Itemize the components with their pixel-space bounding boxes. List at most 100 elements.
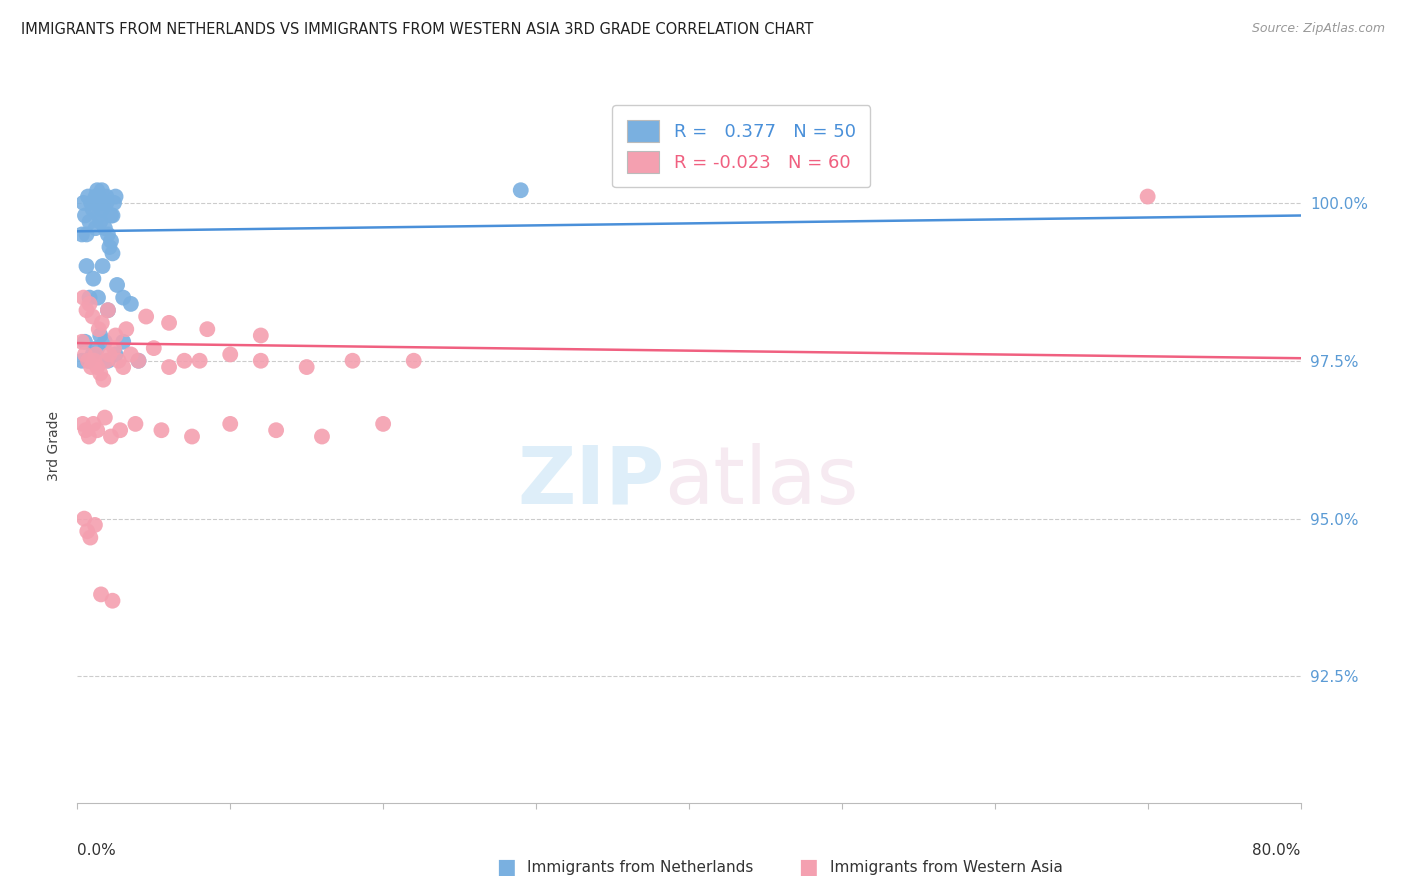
- Legend: R =   0.377   N = 50, R = -0.023   N = 60: R = 0.377 N = 50, R = -0.023 N = 60: [613, 105, 870, 187]
- Text: ■: ■: [496, 857, 516, 877]
- Point: [87, 189, 110, 203]
- Point: [82, 347, 104, 361]
- Point: [79, 291, 101, 305]
- Point: [96, 353, 118, 368]
- Point: [70, 334, 93, 349]
- Point: [219, 347, 242, 361]
- Text: Immigrants from Netherlands: Immigrants from Netherlands: [527, 860, 754, 874]
- Text: ■: ■: [799, 857, 818, 877]
- Point: [195, 322, 218, 336]
- Text: IMMIGRANTS FROM NETHERLANDS VS IMMIGRANTS FROM WESTERN ASIA 3RD GRADE CORRELATIO: IMMIGRANTS FROM NETHERLANDS VS IMMIGRANT…: [21, 22, 814, 37]
- Point: [128, 353, 150, 368]
- Point: [90, 587, 112, 601]
- Point: [83, 195, 105, 210]
- Point: [104, 189, 127, 203]
- Point: [77, 353, 100, 368]
- Point: [105, 277, 128, 292]
- Point: [103, 341, 125, 355]
- Point: [108, 423, 131, 437]
- Point: [86, 341, 108, 355]
- Point: [107, 353, 129, 368]
- Point: [94, 334, 117, 349]
- Point: [97, 227, 120, 242]
- Point: [82, 202, 104, 217]
- Point: [311, 429, 333, 443]
- Point: [86, 183, 108, 197]
- Point: [219, 417, 242, 431]
- Point: [73, 511, 96, 525]
- Point: [72, 291, 94, 305]
- Point: [128, 353, 150, 368]
- Point: [115, 322, 138, 336]
- Point: [82, 271, 104, 285]
- Point: [82, 417, 104, 431]
- Point: [402, 353, 425, 368]
- Point: [90, 316, 112, 330]
- Point: [112, 291, 135, 305]
- Text: atlas: atlas: [665, 442, 859, 521]
- Point: [89, 215, 111, 229]
- Point: [84, 347, 107, 361]
- Point: [100, 209, 122, 223]
- Point: [76, 259, 98, 273]
- Point: [103, 195, 125, 210]
- Point: [509, 183, 531, 197]
- Text: Source: ZipAtlas.com: Source: ZipAtlas.com: [1251, 22, 1385, 36]
- Point: [96, 195, 118, 210]
- Point: [100, 234, 122, 248]
- Point: [120, 347, 142, 361]
- Point: [75, 423, 97, 437]
- Point: [79, 297, 101, 311]
- Point: [342, 353, 364, 368]
- Point: [70, 353, 93, 368]
- Point: [70, 227, 93, 242]
- Point: [86, 360, 108, 375]
- Point: [150, 423, 173, 437]
- Text: Immigrants from Western Asia: Immigrants from Western Asia: [830, 860, 1063, 874]
- Point: [157, 316, 180, 330]
- Point: [72, 417, 94, 431]
- Point: [89, 328, 111, 343]
- Point: [84, 221, 107, 235]
- Point: [76, 303, 98, 318]
- Point: [77, 429, 100, 443]
- Point: [94, 221, 117, 235]
- Point: [91, 373, 114, 387]
- Point: [124, 417, 146, 431]
- Point: [87, 291, 110, 305]
- Point: [104, 328, 127, 343]
- Point: [90, 183, 112, 197]
- Point: [82, 310, 104, 324]
- Point: [79, 215, 101, 229]
- Point: [101, 593, 124, 607]
- Y-axis label: 3rd Grade: 3rd Grade: [48, 411, 62, 481]
- Point: [188, 353, 211, 368]
- Point: [77, 189, 100, 203]
- Point: [76, 227, 98, 242]
- Point: [79, 531, 101, 545]
- Point: [90, 202, 112, 217]
- Point: [173, 353, 195, 368]
- Point: [73, 209, 96, 223]
- Point: [76, 524, 98, 539]
- Point: [135, 310, 157, 324]
- Point: [104, 347, 127, 361]
- Point: [371, 417, 394, 431]
- Point: [101, 209, 124, 223]
- Point: [295, 360, 318, 375]
- Point: [100, 429, 122, 443]
- Point: [97, 303, 120, 318]
- Point: [89, 367, 111, 381]
- Text: ZIP: ZIP: [517, 442, 665, 521]
- Point: [250, 328, 273, 343]
- Point: [250, 353, 273, 368]
- Point: [84, 189, 107, 203]
- Point: [91, 259, 114, 273]
- Point: [181, 429, 204, 443]
- Point: [86, 423, 108, 437]
- Point: [120, 297, 142, 311]
- Point: [98, 240, 121, 254]
- Point: [84, 517, 107, 532]
- Point: [98, 347, 121, 361]
- Point: [94, 410, 117, 425]
